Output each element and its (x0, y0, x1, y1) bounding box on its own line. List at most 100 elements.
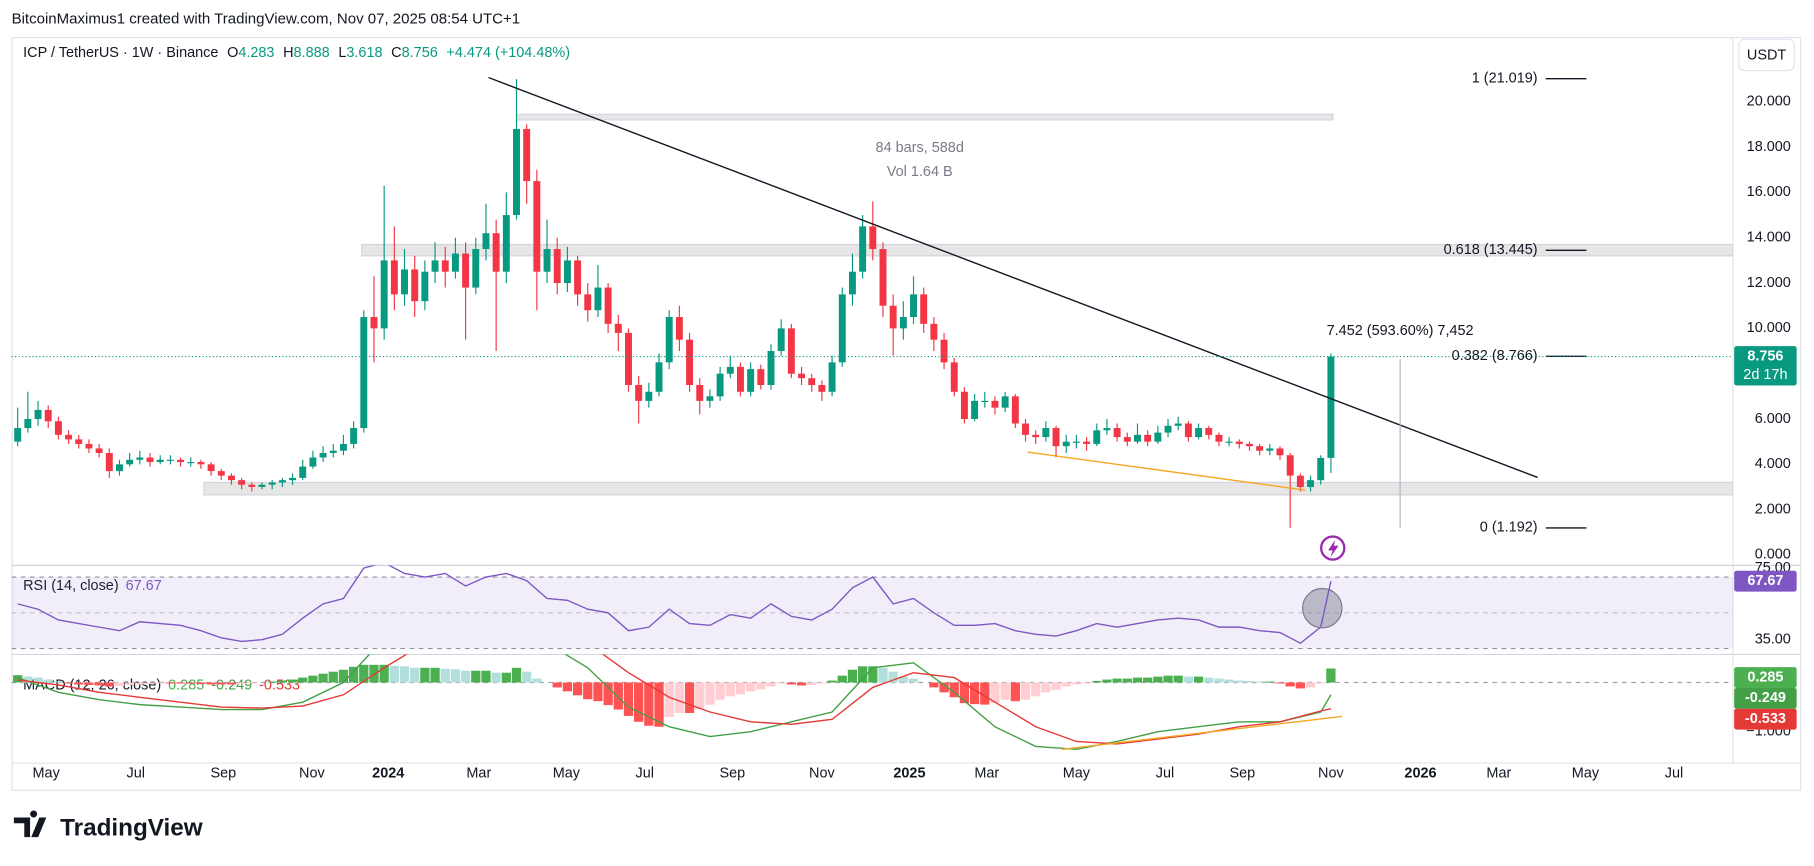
ohlc-label: L (338, 45, 346, 61)
macd-histogram-bar (481, 670, 491, 683)
macd-histogram-bar (226, 682, 237, 685)
candle-body (523, 128, 531, 182)
candle-body (166, 459, 174, 461)
candle-body (1072, 441, 1080, 443)
candle-body (1205, 428, 1213, 435)
candle-body (1327, 356, 1335, 458)
candle-body (1276, 448, 1284, 456)
highlight-circle (1302, 587, 1343, 629)
macd-histogram-bar (1214, 678, 1224, 683)
frame (11, 36, 1802, 791)
candle-body (1195, 428, 1203, 438)
macd-histogram-bar (1316, 682, 1326, 684)
macd-histogram-bar (104, 682, 114, 687)
candle-body (34, 409, 42, 419)
candle-body (910, 294, 917, 318)
y-tick-label: 10.000 (1747, 320, 1791, 336)
macd-histogram-bar (603, 682, 613, 706)
macd-histogram-bar (186, 682, 196, 684)
macd-histogram-bar (1224, 679, 1234, 683)
macd-histogram-bar (491, 672, 501, 683)
candle-body (1245, 443, 1253, 447)
macd-histogram-bar (786, 682, 796, 685)
candle-body (1123, 437, 1131, 442)
candle-body (156, 459, 164, 463)
rsi-band (11, 577, 1734, 649)
candle-body (767, 351, 775, 386)
candle-body (360, 317, 368, 429)
countdown: 2d 17h (1743, 367, 1787, 383)
macd-histogram-bar (715, 682, 725, 700)
candle-body (258, 484, 266, 487)
candle-body (706, 396, 714, 401)
candle-body (859, 226, 867, 272)
candle-body (1184, 423, 1192, 438)
candle-body (665, 317, 673, 363)
macd-hist-value: 0.285 (168, 677, 204, 693)
rsi-tick-label: 35.00 (1755, 631, 1791, 647)
candle-body (1032, 434, 1040, 438)
candle-body (14, 428, 22, 442)
x-tick-label: 2026 (1404, 765, 1436, 781)
candle-body (889, 305, 897, 329)
macd-histogram-bar (155, 682, 165, 684)
rsi-badge-value: 67.67 (1747, 573, 1783, 589)
candle-body (319, 452, 327, 458)
legend-header: ICP / TetherUS · 1W · Binance O4.283 H8.… (23, 45, 570, 61)
macd-histogram-bar (969, 682, 980, 705)
candle-body (350, 428, 358, 444)
macd-histogram-bar (389, 665, 399, 683)
candle-body (899, 317, 907, 329)
candle-body (1286, 455, 1294, 476)
candle-body (818, 385, 826, 392)
macd-histogram-bar (746, 682, 756, 692)
macd-histogram-bar (1244, 681, 1255, 683)
macd-histogram-bar (1081, 682, 1092, 684)
ohlc-label: O (227, 45, 238, 61)
candle-body (574, 260, 582, 295)
candle-body (736, 366, 744, 392)
x-tick-label: Sep (719, 765, 745, 781)
ohlc-value: 8.756 (402, 45, 438, 61)
candle-body (65, 434, 73, 440)
candle-body (1113, 428, 1121, 438)
currency-button[interactable] (1738, 38, 1795, 72)
ohlc-value: 8.888 (294, 45, 330, 61)
currency-label[interactable]: USDT (1747, 47, 1786, 63)
macd-histogram-bar (644, 682, 654, 726)
macd-histogram-bar (878, 667, 888, 683)
macd-histogram-bar (287, 679, 298, 683)
macd-histogram-bar (684, 682, 695, 713)
candle-body (1225, 441, 1233, 443)
macd-histogram-bar (725, 682, 735, 697)
candle-body (533, 181, 541, 272)
candle-body (1103, 428, 1111, 431)
x-tick-label: Jul (1665, 765, 1683, 781)
candle-body (248, 484, 256, 487)
x-tick-label: Mar (466, 765, 491, 781)
macd-trend-line (1062, 715, 1343, 751)
macd-histogram-bar (888, 671, 898, 683)
macd-title: MACD (12, 26, close) (23, 677, 161, 693)
macd-histogram-bar (511, 667, 522, 683)
candle-body (1144, 434, 1152, 442)
macd-histogram-bar (1010, 682, 1020, 702)
candle-body (105, 452, 113, 472)
macd-histogram-bar (583, 682, 593, 700)
candle-body (1215, 434, 1223, 442)
macd-histogram-bar (1305, 682, 1316, 688)
candle-body (75, 439, 83, 444)
macd-badge (1734, 667, 1797, 688)
macd-histogram-bar (562, 682, 573, 692)
candle-body (472, 249, 480, 288)
macd-histogram-bar (1275, 682, 1285, 684)
candle-body (645, 391, 653, 401)
macd-histogram-bar (623, 682, 634, 716)
candle-body (869, 226, 877, 250)
macd-histogram-bar (552, 682, 562, 688)
macd-histogram-bar (338, 669, 349, 683)
candle-body (411, 269, 419, 302)
x-tick-label: 2025 (893, 765, 925, 781)
macd-histogram-bar (216, 682, 226, 685)
